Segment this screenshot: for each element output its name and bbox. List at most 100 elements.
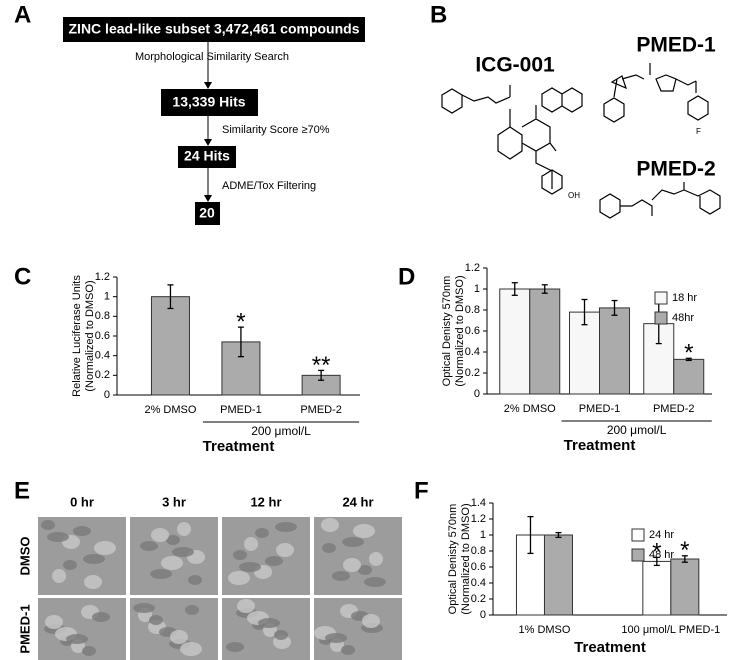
- group-label: 200 μmol/L: [251, 424, 311, 438]
- y-tick-label: 0.6: [95, 330, 110, 342]
- y-tick-label: 0.2: [95, 369, 110, 381]
- compound-name: ICG-001: [475, 54, 555, 77]
- flow-step: ZINC lead-like subset 3,472,461 compound…: [69, 21, 360, 37]
- x-tick-label: 1% DMSO: [518, 624, 570, 636]
- cell: [82, 646, 96, 656]
- cell: [322, 543, 336, 553]
- cell: [66, 634, 88, 644]
- cell: [343, 558, 361, 572]
- panel-label: E: [14, 477, 30, 504]
- bar: [599, 307, 630, 395]
- bar: [499, 288, 531, 395]
- y-tick-label: 0.4: [471, 577, 486, 589]
- x-tick-label: PMED-2: [653, 403, 695, 415]
- compound-name: PMED-2: [636, 158, 715, 181]
- y-tick-label: 0: [104, 389, 110, 401]
- panel-label: C: [14, 263, 31, 290]
- cell: [325, 633, 347, 643]
- cell: [41, 520, 55, 530]
- y-tick-label: 0.6: [465, 325, 480, 337]
- cell: [233, 550, 247, 560]
- cell: [133, 603, 155, 613]
- bar: [543, 534, 573, 616]
- cell: [342, 537, 364, 547]
- y-tick-label: 1.2: [95, 271, 110, 283]
- timepoint-label: 3 hr: [162, 494, 186, 509]
- cell: [265, 556, 283, 566]
- legend-label: 18 hr: [672, 292, 697, 304]
- legend-label: 24 hr: [649, 529, 674, 541]
- cell: [341, 645, 355, 655]
- x-tick-label: 2% DMSO: [144, 404, 196, 416]
- legend-swatch: [654, 291, 668, 305]
- cell: [150, 569, 172, 579]
- structure-drawing: [599, 182, 721, 219]
- cell: [52, 569, 66, 583]
- significance-mark: *: [652, 539, 661, 566]
- cell: [332, 571, 350, 581]
- arrowhead: [204, 82, 212, 89]
- y-tick-label: 1.2: [465, 262, 480, 274]
- timepoint-label: 12 hr: [250, 494, 281, 509]
- cell: [321, 518, 339, 532]
- compound-name: PMED-1: [636, 34, 716, 57]
- group-label: 200 μmol/L: [607, 423, 667, 437]
- cell: [149, 615, 163, 625]
- cell: [226, 642, 244, 652]
- cell: [276, 543, 294, 557]
- cell: [228, 571, 250, 585]
- structures: ICG-001 PMED-1 PMED-2 OH F: [441, 34, 721, 219]
- cell: [239, 562, 261, 572]
- panel-label: F: [414, 477, 429, 504]
- x-tick-label: 2% DMSO: [504, 403, 556, 415]
- atom-label: OH: [568, 191, 580, 200]
- arrowhead: [204, 195, 212, 202]
- arrowhead: [204, 139, 212, 146]
- flow-step: 20: [199, 205, 215, 221]
- significance-mark: *: [236, 308, 245, 335]
- flow-box: [63, 17, 365, 42]
- row-label: PMED-1: [17, 604, 32, 653]
- cell: [172, 547, 194, 557]
- flow-box: [195, 202, 220, 225]
- y-tick-label: 0.2: [465, 367, 480, 379]
- bar: [670, 558, 700, 616]
- panel-label: B: [430, 1, 447, 28]
- y-tick-label: 0: [474, 388, 480, 400]
- y-axis-label: (Normalized to DMSO): [460, 503, 472, 614]
- structure-drawing: [441, 85, 583, 195]
- row-label: DMSO: [17, 537, 32, 576]
- cell: [237, 599, 255, 613]
- panel-label: A: [14, 1, 31, 28]
- cell: [140, 541, 158, 551]
- cell: [180, 642, 202, 656]
- cell: [170, 630, 188, 644]
- y-tick-label: 0.8: [95, 310, 110, 322]
- cell: [274, 630, 288, 640]
- cell: [73, 526, 91, 536]
- timepoint-label: 0 hr: [70, 494, 94, 509]
- microscopy: 0 hr 3 hr 12 hr 24 hr DMSO PMED-1: [17, 494, 402, 660]
- flowchart: ZINC lead-like subset 3,472,461 compound…: [63, 17, 365, 225]
- cell: [161, 556, 183, 570]
- x-tick-label: PMED-1: [220, 404, 262, 416]
- x-tick-label: PMED-2: [300, 404, 342, 416]
- legend-label: 48 hr: [649, 549, 674, 561]
- cell: [275, 522, 297, 532]
- cell: [258, 618, 280, 628]
- cell: [177, 522, 191, 536]
- y-axis-label: (Normalized to DMSO): [454, 275, 466, 386]
- cell: [92, 612, 110, 622]
- y-tick-label: 0.4: [465, 346, 480, 358]
- cell: [63, 560, 77, 570]
- atom-label: F: [696, 127, 701, 136]
- timepoint-label: 24 hr: [342, 494, 373, 509]
- cell: [244, 537, 258, 551]
- panel-label: D: [398, 263, 415, 290]
- y-tick-label: 0.6: [471, 561, 486, 573]
- cell: [45, 615, 63, 629]
- flow-filter: Similarity Score ≥70%: [222, 124, 330, 136]
- cell: [94, 541, 116, 555]
- cell: [84, 575, 102, 589]
- structure-drawing: [603, 63, 709, 123]
